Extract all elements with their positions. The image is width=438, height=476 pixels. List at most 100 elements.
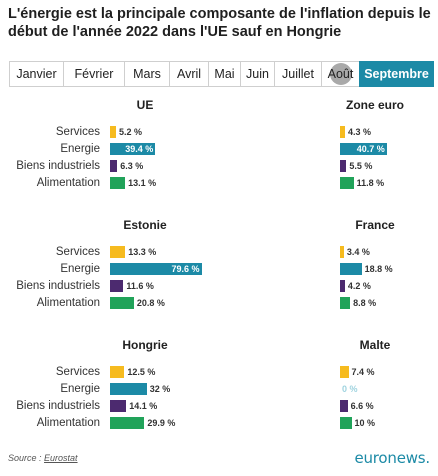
category-label: Biens industriels [16,400,100,412]
month-tabs: Janvier Février Mars Avril Mai Juin Juillet Aoû… [9,61,438,87]
bar-alimentation [110,297,134,309]
tab-label: Février [74,67,114,81]
bar-services [340,246,344,258]
tab-juin[interactable]: Juin [240,61,275,87]
bar-biens-industriels [110,160,118,172]
data-label: 13.1 % [128,178,157,188]
bar-row: Energie 79.6 % [0,262,210,276]
data-label: 11.8 % [356,178,385,188]
bar-row: 7.4 % [230,365,438,379]
bar-alimentation [110,417,145,429]
bar-row: 10 % [230,416,438,430]
chart-title-ue: UE [136,98,154,112]
tab-janvier[interactable]: Janvier [9,61,64,87]
bar-biens-industriels [340,280,345,292]
bar-energie [340,263,362,275]
tab-aout[interactable]: Août [321,61,360,87]
bar-row: Biens industriels 14.1 % [0,399,210,413]
tab-label: Avril [176,67,202,81]
category-label: Biens industriels [16,160,100,172]
tab-mars[interactable]: Mars [124,61,170,87]
data-label: 0 % [342,384,358,394]
bar-row: Alimentation 13.1 % [0,176,210,190]
bar-services [110,366,125,378]
data-label: 39.4 % [125,144,154,154]
data-label: 12.5 % [127,367,156,377]
cursor-hover-indicator [329,63,352,85]
chart-france: France 3.4 % 18.8 % 4.2 % 8.8 % [230,218,438,318]
source-note: Source : Eurostat [8,453,78,463]
data-label: 6.3 % [120,161,144,171]
bar-row: Alimentation 20.8 % [0,296,210,310]
category-label: Services [55,366,100,378]
category-label: Energie [60,383,100,395]
bar-row: Biens industriels 11.6 % [0,279,210,293]
category-label: Alimentation [36,297,100,309]
data-label: 5.5 % [349,161,373,171]
data-label: 4.3 % [347,127,371,137]
bar-row: Energie 32 % [0,382,210,396]
data-label: 4.2 % [347,281,371,291]
chart-title-zone-euro: Zone euro [345,98,404,112]
bar-row: 3.4 % [230,245,438,259]
bar-row: Services 13.3 % [0,245,210,259]
bar-energie [110,263,202,275]
bar-biens-industriels [340,400,348,412]
chart-title-malte: Malte [359,338,391,352]
bar-energie [110,143,156,155]
data-label: 6.6 % [350,401,374,411]
bar-row: 8.8 % [230,296,438,310]
chart-title-france: France [355,218,395,232]
bar-alimentation [340,177,354,189]
bar-row: 4.2 % [230,279,438,293]
bar-row: Biens industriels 6.3 % [0,159,210,173]
bar-energie [110,383,147,395]
bar-row: Energie 39.4 % [0,142,210,156]
chart-title: L'énergie est la principale composante d… [8,6,431,40]
data-label: 8.8 % [353,298,377,308]
category-label: Energie [60,263,100,275]
data-label: 40.7 % [356,144,385,154]
tab-label: Janvier [16,67,57,81]
tab-avril[interactable]: Avril [169,61,209,87]
bar-alimentation [110,177,126,189]
tab-juillet[interactable]: Juillet [274,61,322,87]
bar-row: Alimentation 29.9 % [0,416,210,430]
chart-title-hongrie: Hongrie [122,338,168,352]
data-label: 3.4 % [346,247,370,257]
data-label: 11.6 % [126,281,154,291]
bar-alimentation [340,297,351,309]
bar-biens-industriels [340,160,347,172]
bar-energie [340,143,387,155]
data-label: 18.8 % [364,264,393,274]
category-label: Services [55,126,100,138]
chart-ue: UE Services 5.2 % Energie 39.4 % Biens indust… [0,98,210,198]
tab-label: Mars [133,67,161,81]
bar-services [110,126,116,138]
bar-row: 5.5 % [230,159,438,173]
tab-label: Août [327,67,354,81]
category-label: Energie [60,143,100,155]
tab-mai[interactable]: Mai [208,61,241,87]
bar-row: Services 5.2 % [0,125,210,139]
chart-hongrie: Hongrie Services 12.5 % Energie 32 % Biens in… [0,338,210,438]
euronews-logo: euronews. [354,449,430,467]
tab-septembre[interactable]: Septembre [359,61,434,87]
bar-services [340,126,345,138]
chart-malte: Malte 7.4 % 0 % 6.6 % 10 % [230,338,438,438]
chart-title-estonie: Estonie [123,218,167,232]
category-label: Services [55,246,100,258]
category-label: Biens industriels [16,280,100,292]
bar-services [110,246,126,258]
source-prefix: Source : [8,453,45,463]
tab-fevrier[interactable]: Février [63,61,125,87]
bar-biens-industriels [110,280,124,292]
tab-label: Mai [214,67,235,81]
chart-estonie: Estonie Services 13.3 % Energie 79.6 % Biens … [0,218,210,318]
bar-row: 40.7 % [230,142,438,156]
source-link[interactable]: Eurostat [44,453,78,463]
data-label: 29.9 % [147,418,176,428]
data-label: 10 % [354,418,376,428]
data-label: 79.6 % [171,264,200,274]
bar-row: 0 % [230,382,438,396]
